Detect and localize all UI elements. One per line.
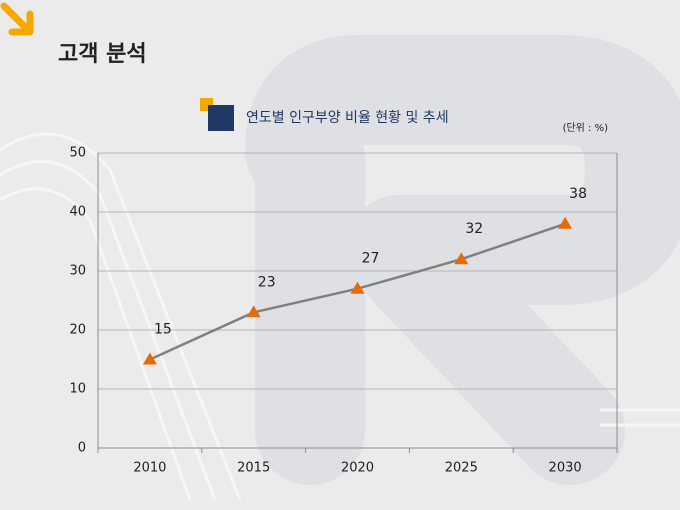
y-tick-label: 30: [69, 264, 86, 279]
value-label: 32: [465, 221, 483, 237]
x-tick-label: 2015: [237, 461, 270, 476]
chart-title: 연도별 인구부양 비율 현황 및 추세: [246, 110, 449, 126]
y-tick-label: 20: [69, 323, 86, 338]
y-tick-label: 40: [69, 205, 86, 220]
x-tick-label: 2025: [445, 461, 478, 476]
background-decoration: [0, 35, 680, 501]
data-marker: [246, 305, 261, 318]
x-tick-label: 2030: [549, 461, 582, 476]
unit-label: (단위 : %): [563, 121, 609, 134]
data-marker: [142, 352, 157, 365]
value-label: 15: [154, 322, 172, 338]
y-tick-label: 10: [69, 382, 86, 397]
value-label: 27: [362, 251, 380, 267]
slide-title: 고객 분석: [58, 42, 147, 67]
y-tick-label: 50: [69, 146, 86, 161]
data-marker: [558, 216, 573, 229]
title-icon: [208, 105, 234, 131]
value-label: 23: [258, 274, 276, 290]
data-marker: [454, 252, 469, 265]
data-marker: [350, 281, 365, 294]
x-tick-label: 2020: [341, 461, 374, 476]
corner-arrow: [0, 2, 34, 36]
y-tick-label: 0: [78, 441, 86, 456]
value-label: 38: [569, 186, 587, 202]
x-tick-label: 2010: [133, 461, 166, 476]
